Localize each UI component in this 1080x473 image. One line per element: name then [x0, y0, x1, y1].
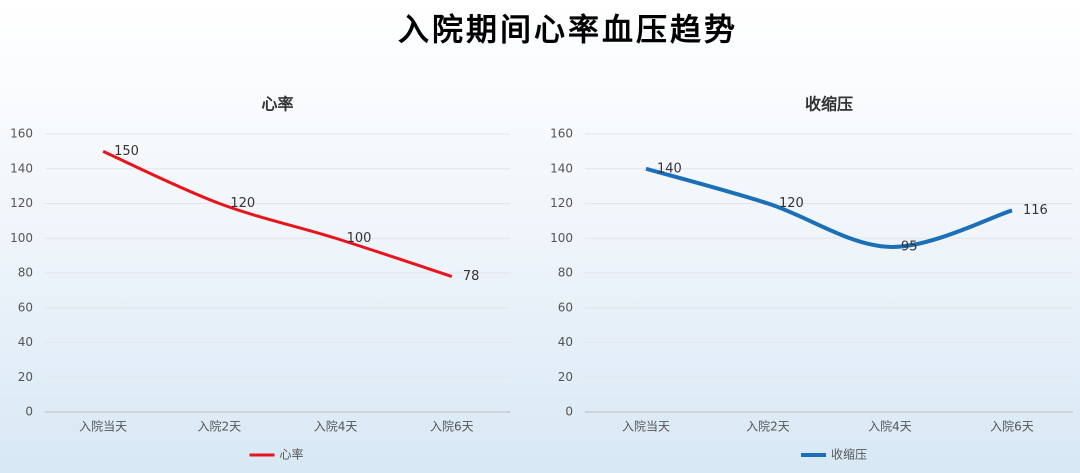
y-tick-label: 160 — [10, 127, 33, 141]
y-tick-label: 100 — [550, 231, 573, 245]
y-tick-label: 60 — [18, 300, 33, 314]
y-tick-label: 0 — [25, 405, 33, 419]
y-tick-label: 80 — [18, 266, 33, 280]
x-tick-label: 入院4天 — [868, 420, 912, 434]
page-title: 入院期间心率血压趋势 — [398, 13, 738, 49]
legend-label[interactable]: 收缩压 — [831, 447, 867, 462]
y-tick-label: 20 — [18, 370, 33, 384]
y-tick-label: 0 — [565, 405, 573, 419]
y-tick-label: 140 — [10, 161, 33, 175]
y-tick-label: 40 — [558, 335, 573, 349]
data-label: 140 — [657, 161, 682, 176]
series-line — [645, 166, 1013, 249]
chart-title: 心率 — [261, 95, 293, 114]
y-tick-label: 40 — [18, 335, 33, 349]
y-tick-label: 20 — [558, 370, 573, 384]
y-tick-label: 120 — [10, 196, 33, 210]
x-tick-label: 入院当天 — [622, 420, 670, 434]
x-tick-label: 入院6天 — [430, 420, 474, 434]
data-label: 116 — [1023, 203, 1048, 218]
legend-label[interactable]: 心率 — [280, 447, 304, 462]
y-tick-label: 60 — [558, 300, 573, 314]
y-tick-label: 160 — [550, 127, 573, 141]
y-tick-label: 80 — [558, 266, 573, 280]
data-label: 120 — [779, 196, 804, 211]
x-tick-label: 入院4天 — [314, 420, 358, 434]
data-label: 95 — [901, 239, 918, 254]
data-label: 78 — [463, 269, 480, 284]
y-tick-label: 120 — [550, 196, 573, 210]
series-line — [102, 150, 453, 278]
data-label: 120 — [230, 196, 255, 211]
x-tick-label: 入院2天 — [746, 420, 790, 434]
y-tick-label: 100 — [10, 231, 33, 245]
x-tick-label: 入院6天 — [990, 420, 1034, 434]
x-tick-label: 入院当天 — [79, 420, 127, 434]
x-tick-label: 入院2天 — [198, 420, 242, 434]
data-label: 100 — [347, 231, 372, 246]
y-tick-label: 140 — [550, 161, 573, 175]
chart-title: 收缩压 — [805, 95, 853, 114]
data-label: 150 — [114, 144, 139, 159]
